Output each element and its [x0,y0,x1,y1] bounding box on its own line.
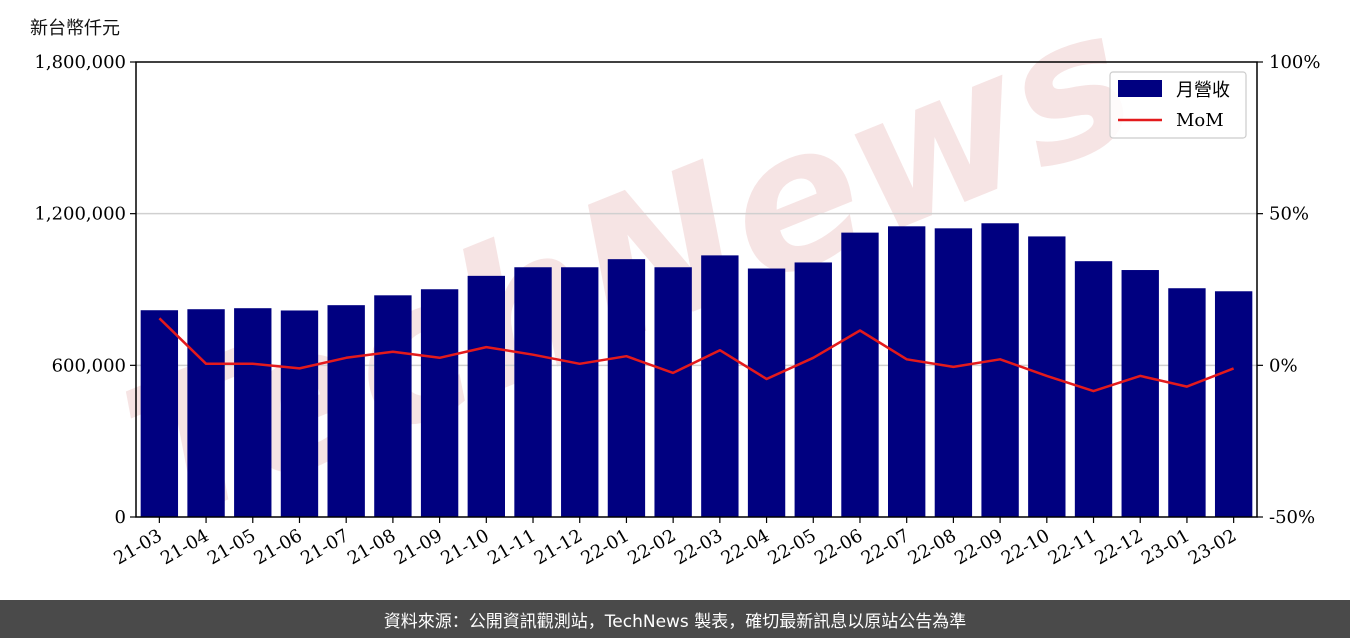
bar-22-09 [981,223,1019,517]
x-tick-label: 22-08 [904,525,959,569]
x-tick-label: 21-11 [484,525,539,569]
legend-bar-swatch [1118,80,1162,97]
y-left-tick-label: 600,000 [52,355,126,376]
bar-21-09 [420,289,459,517]
revenue-chart: TechNews 0600,0001,200,0001,800,000-50%0… [34,0,1320,569]
source-footer: 資料來源：公開資訊觀測站，TechNews 製表，確切最新訊息以原站公告為準 [0,600,1350,638]
bar-22-07 [888,226,926,518]
x-tick-label: 22-12 [1091,525,1146,569]
bar-21-04 [187,309,225,517]
plot-frame [135,61,1258,518]
bar-22-01 [607,259,646,517]
x-tick-label: 22-10 [998,525,1053,569]
bar-21-10 [467,275,505,517]
x-tick-label: 21-10 [437,525,492,569]
mom-line-series [158,317,1235,393]
x-tick-label: 21-09 [391,525,446,569]
y-left-tick-label: 1,200,000 [34,204,126,225]
x-tick-label: 23-01 [1138,525,1193,569]
y-right-tick-label: 50% [1269,204,1309,225]
legend-bar-label: 月營收 [1176,80,1230,101]
y-right-tick-label: 100% [1269,52,1320,73]
bar-21-05 [234,308,272,517]
bar-23-01 [1168,288,1206,517]
bar-22-11 [1074,261,1113,517]
y-left-tick-label: 1,800,000 [34,52,126,73]
source-text: 資料來源：公開資訊觀測站，TechNews 製表，確切最新訊息以原站公告為準 [383,611,967,632]
bar-21-12 [561,267,599,517]
x-tick-label: 22-02 [624,525,679,569]
x-tick-label: 21-12 [531,525,586,569]
bar-series [140,223,1253,518]
x-tick-label: 22-06 [811,525,866,569]
y-axis-unit-label: 新台幣仟元 [30,18,120,39]
mom-line [158,317,1235,393]
bar-22-12 [1121,270,1159,517]
legend: 月營收 MoM [1109,71,1247,139]
bar-22-06 [841,232,879,517]
bar-21-11 [514,267,552,517]
y-right-tick-label: 0% [1269,355,1298,376]
grid-lines [136,212,1257,367]
bar-22-08 [934,228,973,518]
bar-21-03 [140,310,179,517]
bar-23-02 [1214,291,1253,517]
x-tick-label: 22-09 [951,525,1006,569]
bar-22-05 [794,262,832,517]
bar-21-07 [327,305,365,517]
x-tick-label: 22-03 [671,525,726,569]
y-right-tick-label: -50% [1269,507,1315,528]
x-tick-label: 23-02 [1185,525,1240,569]
x-tick-label: 22-11 [1045,525,1100,569]
bar-22-03 [701,255,739,517]
x-tick-label: 21-07 [297,525,352,569]
bar-22-02 [654,267,692,517]
x-tick-label: 22-05 [764,525,819,569]
bar-22-04 [747,268,786,517]
x-tick-label: 21-03 [110,525,165,569]
bar-21-08 [374,295,412,517]
x-tick-label: 22-01 [577,525,632,569]
x-tick-label: 21-08 [344,525,399,569]
bar-21-06 [280,310,319,517]
legend-line-label: MoM [1176,110,1224,131]
y-left-tick-label: 0 [115,507,126,528]
x-tick-label: 22-07 [858,525,913,569]
x-tick-label: 22-04 [718,525,773,569]
